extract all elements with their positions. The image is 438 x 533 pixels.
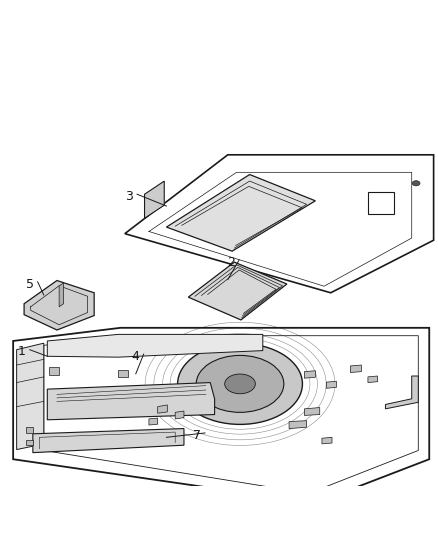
Polygon shape — [47, 383, 215, 420]
Polygon shape — [289, 421, 307, 429]
Polygon shape — [118, 370, 128, 377]
Polygon shape — [368, 192, 394, 214]
Text: 5: 5 — [26, 278, 34, 290]
Polygon shape — [166, 174, 315, 251]
Polygon shape — [145, 181, 164, 219]
Polygon shape — [175, 411, 184, 419]
Ellipse shape — [225, 374, 255, 394]
Polygon shape — [49, 367, 59, 375]
Polygon shape — [47, 334, 263, 357]
Polygon shape — [24, 280, 94, 330]
Polygon shape — [304, 371, 315, 378]
Polygon shape — [350, 365, 361, 373]
Polygon shape — [33, 429, 184, 453]
Polygon shape — [322, 437, 332, 444]
Ellipse shape — [412, 181, 420, 186]
Text: 3: 3 — [125, 190, 133, 203]
Polygon shape — [385, 376, 418, 409]
Polygon shape — [304, 408, 320, 415]
Text: 1: 1 — [18, 345, 26, 358]
Polygon shape — [158, 405, 167, 413]
Text: 4: 4 — [132, 350, 140, 363]
Polygon shape — [368, 376, 378, 383]
Polygon shape — [125, 155, 434, 293]
Polygon shape — [17, 343, 44, 449]
Polygon shape — [188, 262, 287, 320]
Ellipse shape — [178, 343, 302, 424]
Ellipse shape — [196, 356, 284, 413]
Polygon shape — [326, 381, 336, 388]
Polygon shape — [59, 283, 64, 307]
Text: 2: 2 — [227, 256, 235, 269]
Polygon shape — [26, 427, 33, 433]
Polygon shape — [149, 418, 158, 425]
Polygon shape — [13, 328, 429, 503]
Polygon shape — [26, 440, 33, 445]
Text: 7: 7 — [193, 429, 201, 442]
